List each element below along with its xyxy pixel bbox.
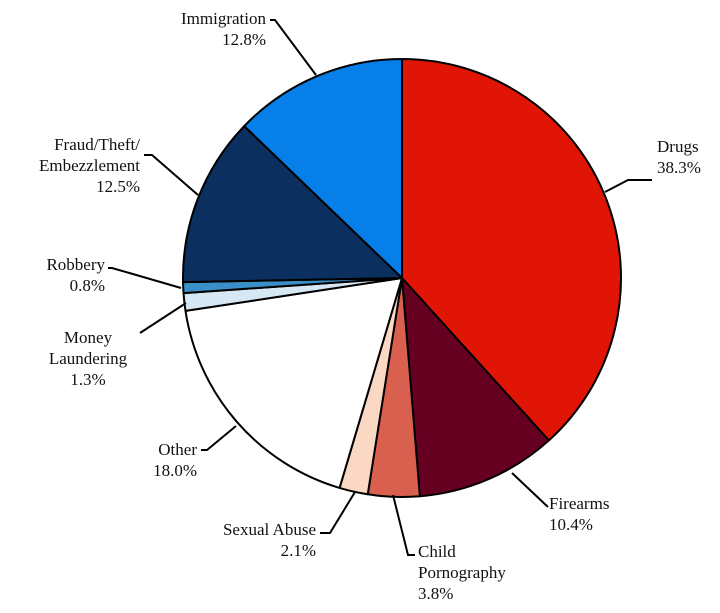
slice-label-sexual-abuse: Sexual Abuse 2.1% [223, 520, 316, 560]
slice-name-label: Child [418, 542, 456, 561]
pie-slices [182, 58, 622, 498]
slice-name-label: Laundering [49, 349, 128, 368]
leader-lines [108, 19, 652, 556]
slice-label-firearms: Firearms 10.4% [549, 494, 609, 534]
slice-name-label: Pornography [418, 563, 506, 582]
slice-label-drugs: Drugs 38.3% [657, 137, 701, 177]
slice-label-money-laundering: Money Laundering 1.3% [49, 328, 128, 389]
pie-slice-fraud-theft-embezzlement [182, 125, 403, 284]
slice-label-immigration: Immigration 12.8% [181, 9, 266, 49]
slice-labels: Drugs 38.3% Firearms 10.4% Child Pornography 3… [39, 9, 701, 603]
leader-line-immigration [270, 19, 317, 76]
leader-line-money-laundering [139, 302, 187, 334]
slice-name-label: Fraud/Theft/ [54, 135, 140, 154]
slice-value-label: 0.8% [70, 276, 105, 295]
leader-line-other [201, 425, 237, 451]
slice-name-label: Robbery [46, 255, 105, 274]
pie-slice-firearms [401, 277, 550, 498]
slice-value-label: 2.1% [281, 541, 316, 560]
slice-value-label: 18.0% [153, 461, 197, 480]
slice-value-label: 3.8% [418, 584, 453, 603]
slice-label-robbery: Robbery 0.8% [46, 255, 105, 295]
slice-name-label: Other [158, 440, 197, 459]
pie-slice-drugs [401, 58, 622, 442]
slice-name-label: Drugs [657, 137, 699, 156]
pie-slice-immigration [243, 58, 403, 279]
slice-name-label: Immigration [181, 9, 266, 28]
slice-value-label: 12.8% [222, 30, 266, 49]
slice-value-label: 38.3% [657, 158, 701, 177]
slice-name-label: Money [64, 328, 113, 347]
leader-line-fraud-theft-embezzlement [144, 154, 199, 196]
slice-name-label: Embezzlement [39, 156, 140, 175]
slice-value-label: 10.4% [549, 515, 593, 534]
leader-line-child-pornography [392, 494, 415, 556]
slice-label-fraud-theft-embezzlement: Fraud/Theft/Embezzlement 12.5% [39, 135, 140, 196]
leader-line-drugs [604, 179, 652, 193]
leader-line-firearms [511, 472, 549, 508]
leader-line-sexual-abuse [320, 491, 356, 534]
pie-slice-other [184, 277, 403, 489]
slice-label-child-pornography: Child Pornography 3.8% [418, 542, 506, 603]
slice-value-label: 12.5% [96, 177, 140, 196]
slice-label-other: Other 18.0% [153, 440, 197, 480]
slice-name-label: Firearms [549, 494, 609, 513]
leader-line-robbery [108, 267, 182, 289]
slice-name-label: Sexual Abuse [223, 520, 316, 539]
slice-value-label: 1.3% [70, 370, 105, 389]
